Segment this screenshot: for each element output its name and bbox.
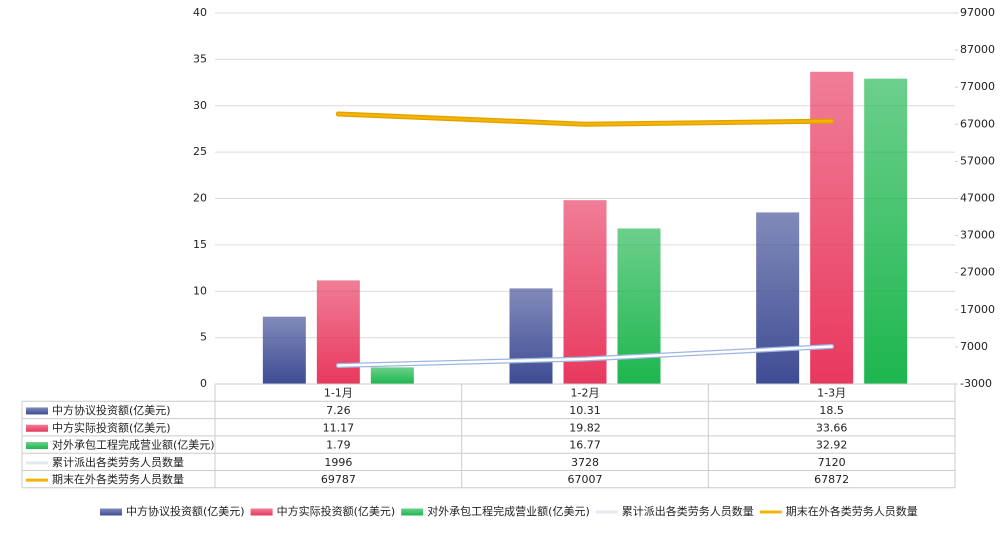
legend-key <box>100 508 122 516</box>
y-tick-label: 5 <box>200 331 207 344</box>
legend-label: 对外承包工程完成营业额(亿美元) <box>427 504 590 518</box>
legend-label: 中方实际投资额(亿美元) <box>277 504 396 518</box>
table-cell: 19.82 <box>569 421 601 434</box>
bar <box>810 71 854 384</box>
y2-tick-label: 67000 <box>960 117 995 130</box>
y-tick-label: 20 <box>193 192 207 205</box>
table-legend-key <box>26 424 48 432</box>
y2-tick-label: -3000 <box>960 377 992 390</box>
table-cell: 10.31 <box>569 404 601 417</box>
bar <box>563 200 607 384</box>
table-cell: 69787 <box>321 473 356 486</box>
x-tick-label: 1-1月 <box>324 387 353 400</box>
bar <box>509 288 553 384</box>
legend-label: 中方协议投资额(亿美元) <box>126 504 245 518</box>
table-row-label: 中方实际投资额(亿美元) <box>52 420 171 434</box>
table-cell: 16.77 <box>569 439 601 452</box>
x-tick-label: 1-3月 <box>817 387 846 400</box>
y2-tick-label: 57000 <box>960 154 995 167</box>
table-cell: 11.17 <box>323 421 355 434</box>
y2-tick-label: 77000 <box>960 80 995 93</box>
table-cell: 1.79 <box>326 439 351 452</box>
table-row-label: 中方协议投资额(亿美元) <box>52 403 171 417</box>
y2-tick-label: 27000 <box>960 266 995 279</box>
table-cell: 67007 <box>568 473 603 486</box>
table-cell: 1996 <box>324 456 352 469</box>
table-row-label: 累计派出各类劳务人员数量 <box>52 455 184 469</box>
bar <box>617 228 661 384</box>
y2-tick-label: 87000 <box>960 43 995 56</box>
y2-tick-label: 47000 <box>960 192 995 205</box>
legend-key <box>250 508 273 516</box>
y2-tick-label: 37000 <box>960 229 995 242</box>
y-tick-label: 15 <box>193 238 207 251</box>
table-cell: 32.92 <box>816 439 848 452</box>
bar <box>756 212 800 384</box>
legend-label: 期末在外各类劳务人员数量 <box>786 504 918 518</box>
y-tick-label: 30 <box>193 99 207 112</box>
table-row-label: 对外承包工程完成营业额(亿美元) <box>52 438 215 452</box>
y2-tick-label: 17000 <box>960 303 995 316</box>
table-cell: 3728 <box>571 456 599 469</box>
x-tick-label: 1-2月 <box>571 387 600 400</box>
legend-key <box>401 508 424 516</box>
y2-tick-label: 7000 <box>960 340 988 353</box>
table-cell: 33.66 <box>816 421 848 434</box>
table-row-label: 期末在外各类劳务人员数量 <box>52 472 184 486</box>
table-cell: 67872 <box>814 473 849 486</box>
legend-label: 累计派出各类劳务人员数量 <box>622 504 754 518</box>
table-cell: 7.26 <box>326 404 351 417</box>
y2-tick-label: 97000 <box>960 6 995 19</box>
table-cell: 18.5 <box>819 404 844 417</box>
table-legend-key <box>26 442 48 450</box>
y-tick-label: 25 <box>193 145 207 158</box>
bar <box>316 280 360 384</box>
y-tick-label: 10 <box>193 284 207 297</box>
bar <box>370 367 414 384</box>
line <box>337 345 833 367</box>
table-cell: 7120 <box>818 456 846 469</box>
y-tick-label: 40 <box>193 6 207 19</box>
bar <box>864 78 908 385</box>
y-tick-label: 0 <box>200 377 207 390</box>
table-legend-key <box>26 407 48 415</box>
bar <box>262 316 306 384</box>
y-tick-label: 35 <box>193 52 207 65</box>
line <box>337 112 833 126</box>
